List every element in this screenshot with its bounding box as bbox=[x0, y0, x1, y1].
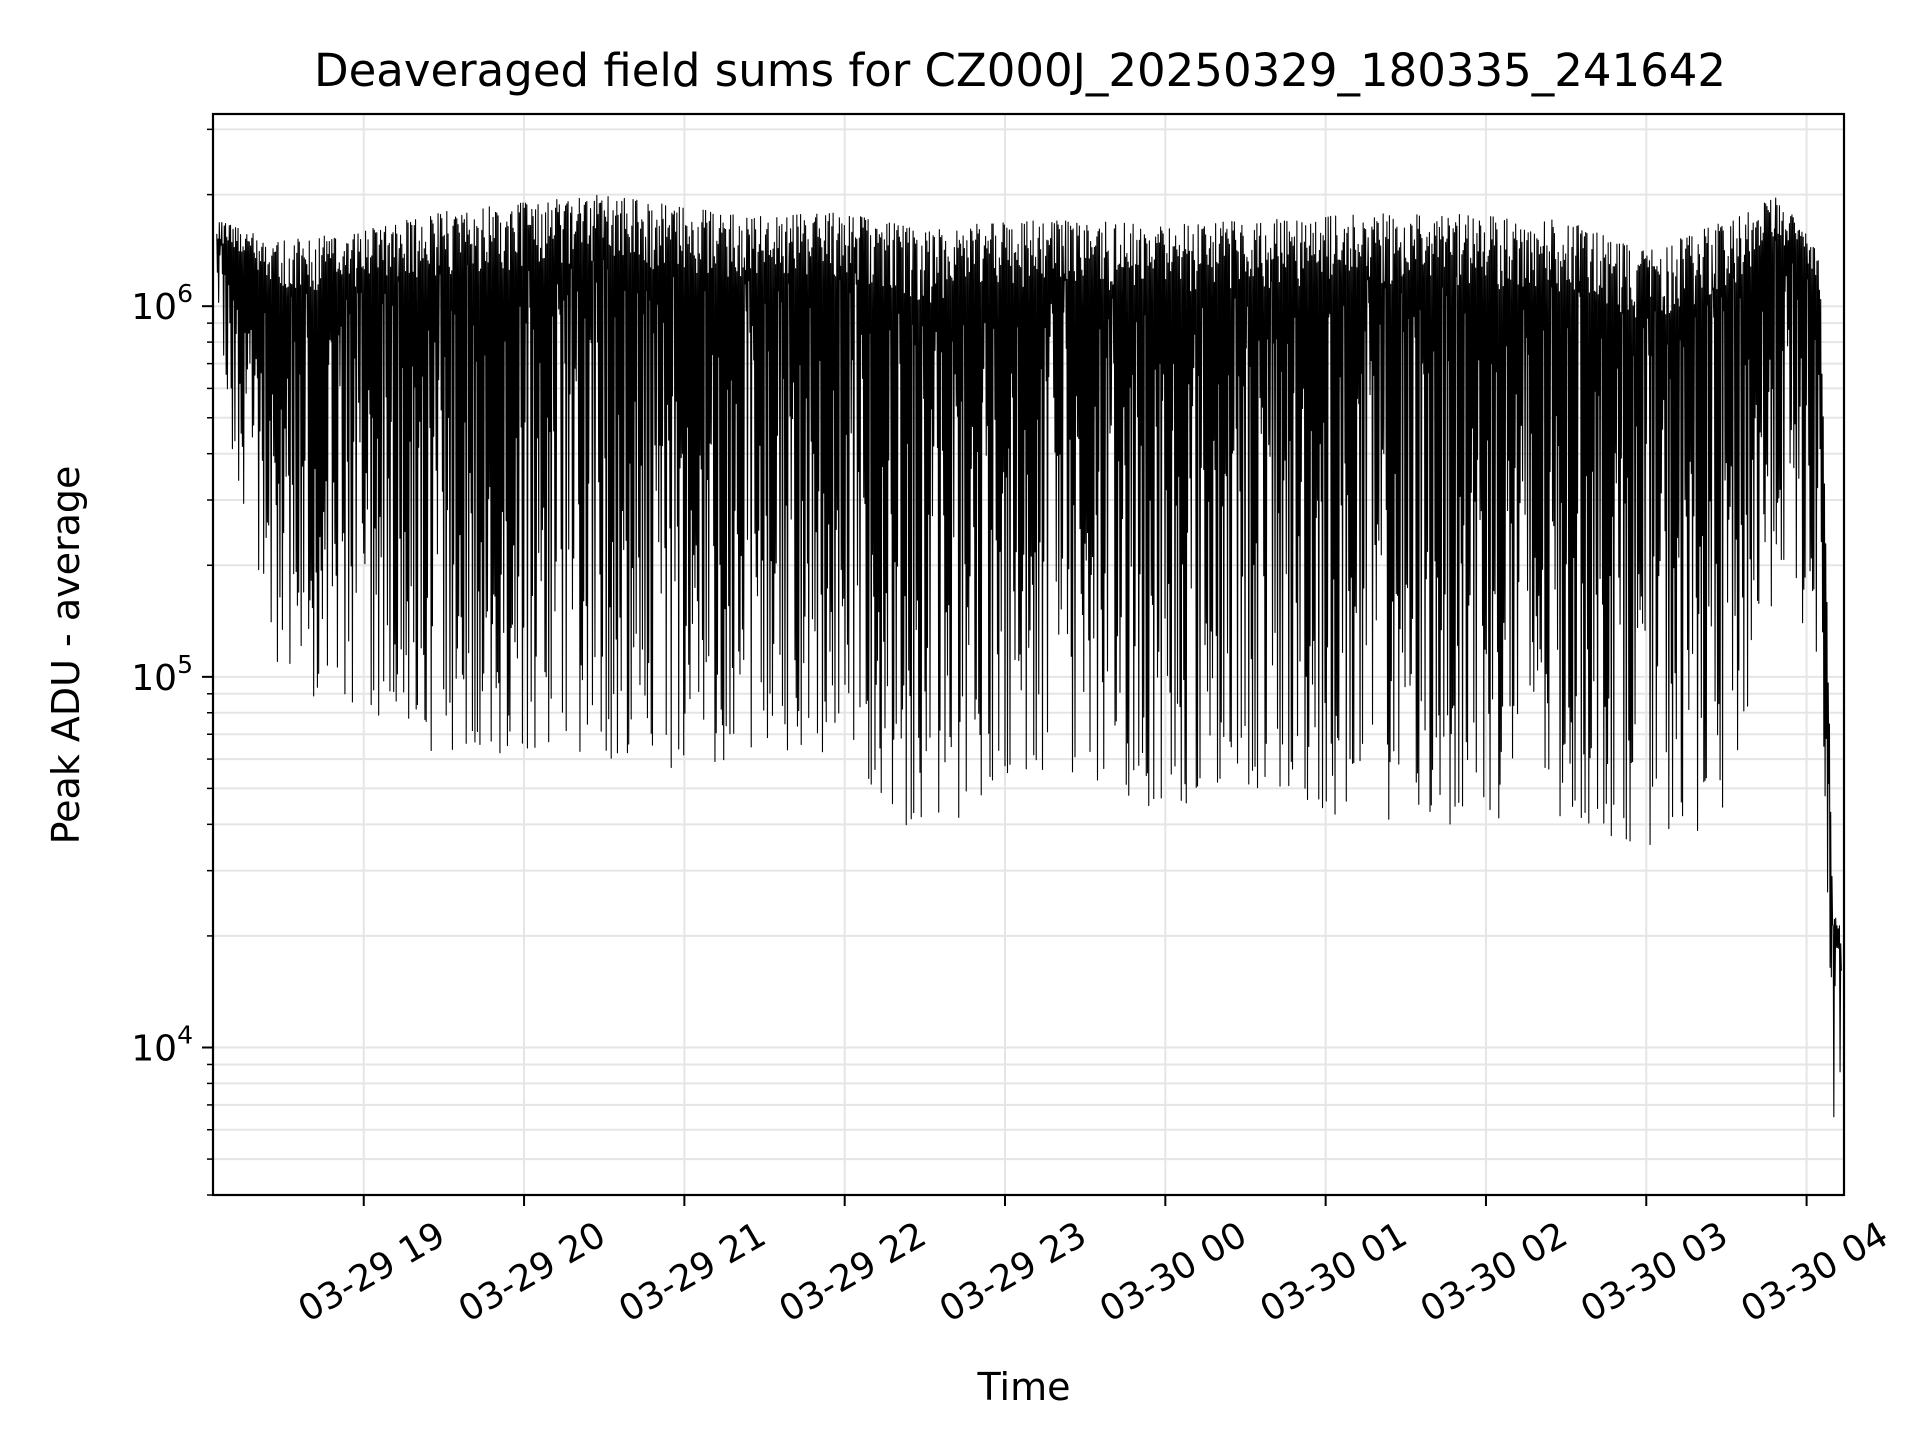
y-axis-label: Peak ADU - average bbox=[44, 466, 88, 845]
plot-frame bbox=[211, 112, 1846, 1197]
chart-title: Deaveraged field sums for CZ000J_2025032… bbox=[314, 44, 1726, 97]
x-axis-label: Time bbox=[977, 1365, 1071, 1409]
series-line bbox=[216, 194, 1842, 1118]
y-tick-label: 104 bbox=[131, 1021, 193, 1070]
y-tick-label-base: 10 bbox=[131, 287, 177, 328]
data-layer bbox=[216, 194, 1842, 1118]
y-tick-label-base: 10 bbox=[131, 658, 177, 699]
y-tick-label-base: 10 bbox=[131, 1029, 177, 1070]
y-tick-label-exponent: 6 bbox=[177, 279, 193, 308]
y-tick-label: 105 bbox=[131, 650, 193, 699]
y-tick-label: 106 bbox=[131, 279, 193, 328]
y-tick-label-exponent: 5 bbox=[177, 650, 193, 679]
y-tick-label-exponent: 4 bbox=[177, 1021, 193, 1050]
